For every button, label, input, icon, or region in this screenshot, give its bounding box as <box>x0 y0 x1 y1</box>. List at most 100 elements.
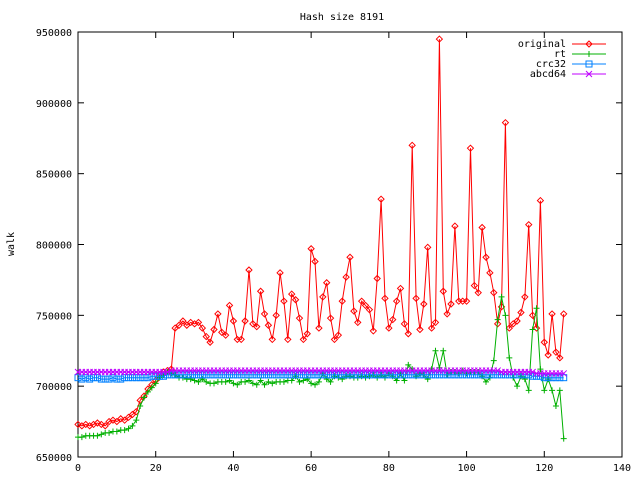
data-point <box>98 431 105 438</box>
data-point <box>105 375 113 383</box>
data-point <box>292 371 300 379</box>
data-point <box>245 371 253 379</box>
data-point <box>319 370 326 377</box>
data-point <box>514 383 521 390</box>
data-point <box>214 310 222 318</box>
data-point <box>552 374 560 382</box>
data-point <box>338 297 346 305</box>
data-point <box>109 374 117 382</box>
data-point <box>229 317 238 325</box>
data-point <box>366 373 373 380</box>
data-point <box>361 301 370 310</box>
data-point <box>521 293 529 301</box>
data-point <box>295 314 304 322</box>
data-point <box>443 371 451 379</box>
data-point <box>315 371 323 379</box>
data-point <box>257 371 265 379</box>
data-point <box>164 368 171 376</box>
data-point <box>300 377 307 384</box>
data-point <box>440 347 447 354</box>
y-axis-label: walk <box>6 232 17 256</box>
data-point <box>459 371 467 379</box>
data-point <box>295 371 303 379</box>
data-point <box>436 364 443 371</box>
data-point <box>501 118 510 127</box>
data-point <box>389 315 397 324</box>
data-point <box>307 371 315 379</box>
data-point <box>533 305 540 312</box>
x-tick-label: 120 <box>535 463 553 474</box>
data-point <box>137 403 144 409</box>
data-point <box>299 335 308 344</box>
data-point <box>226 377 233 384</box>
data-point <box>545 376 552 383</box>
data-point <box>556 354 564 362</box>
data-point <box>540 374 548 382</box>
series-crc32 <box>74 371 568 383</box>
data-point <box>311 371 319 379</box>
legend-label: rt <box>554 49 566 60</box>
data-point <box>439 371 447 379</box>
data-point <box>432 347 439 354</box>
data-point <box>133 417 140 424</box>
data-point <box>541 387 548 394</box>
data-point <box>288 377 295 384</box>
data-point <box>307 245 315 253</box>
data-point <box>424 371 432 379</box>
data-point <box>540 338 548 346</box>
data-point <box>537 366 544 373</box>
data-point <box>327 371 335 379</box>
data-point <box>404 330 412 338</box>
data-point <box>206 338 214 346</box>
data-point <box>443 310 451 318</box>
data-point <box>548 310 556 318</box>
data-point <box>253 371 261 379</box>
data-point <box>393 377 400 384</box>
data-point <box>113 428 120 435</box>
data-point <box>125 425 132 432</box>
data-point <box>117 415 125 423</box>
series-abcd64 <box>74 367 568 377</box>
data-point <box>253 322 261 331</box>
data-point <box>194 371 202 379</box>
data-point <box>280 371 288 379</box>
data-point <box>253 381 260 388</box>
data-point <box>312 381 319 388</box>
data-point <box>191 371 199 379</box>
data-point <box>536 196 545 205</box>
x-tick-label: 0 <box>75 463 81 474</box>
data-point <box>272 311 280 320</box>
data-point <box>342 273 350 281</box>
data-point <box>474 288 482 297</box>
data-point <box>490 371 498 379</box>
data-point <box>509 320 517 328</box>
data-point <box>525 387 532 394</box>
data-point <box>203 378 210 385</box>
data-point <box>78 375 86 383</box>
data-point <box>82 420 90 429</box>
data-point <box>257 377 264 384</box>
data-point <box>470 281 479 290</box>
data-point <box>428 371 436 379</box>
data-point <box>482 253 490 261</box>
series-layer <box>74 35 568 442</box>
data-point <box>117 375 125 383</box>
data-point <box>141 394 148 401</box>
data-point <box>377 371 385 379</box>
data-point <box>229 371 237 379</box>
data-point <box>93 419 102 427</box>
data-point <box>439 287 447 295</box>
data-point <box>265 378 272 385</box>
data-point <box>280 378 287 385</box>
legend-marker <box>586 51 592 57</box>
x-tick-label: 80 <box>383 463 395 474</box>
data-point <box>466 144 475 152</box>
data-point <box>427 324 436 332</box>
legend-label: original <box>518 39 566 50</box>
data-point <box>451 371 459 379</box>
data-point <box>400 371 408 379</box>
data-point <box>148 372 156 380</box>
data-point <box>381 371 389 379</box>
data-point <box>466 371 474 379</box>
